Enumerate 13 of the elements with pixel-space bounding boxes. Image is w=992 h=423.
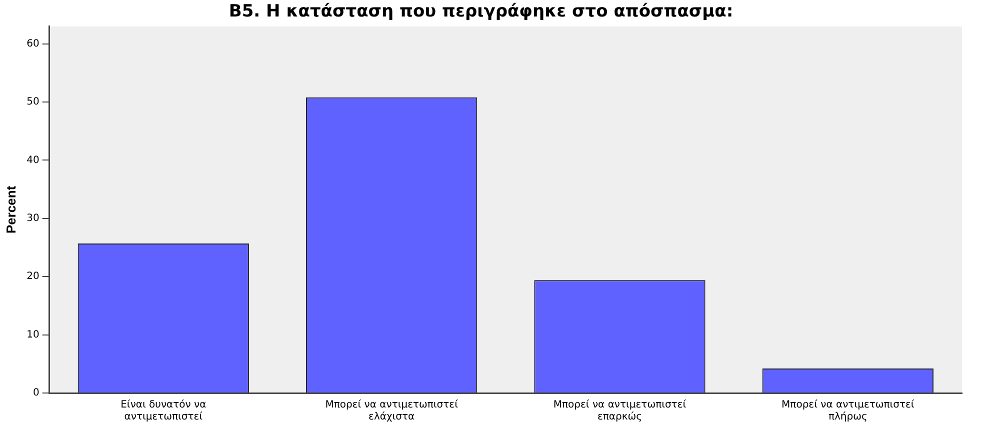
y-tick-label: 10 bbox=[26, 329, 40, 340]
y-tick-label: 20 bbox=[26, 271, 40, 282]
x-tick-label: Μπορεί να αντιμετωπιστεί επαρκώς bbox=[553, 400, 687, 423]
y-tick-label: 0 bbox=[32, 388, 40, 399]
y-tick-label: 40 bbox=[26, 154, 40, 166]
x-tick-label: Είναι δυνατόν να αντιμετωπιστεί bbox=[120, 400, 207, 423]
chart-title: Β5. Η κατάσταση που περιγράφηκε στο απόσπασμα: bbox=[228, 2, 734, 22]
y-axis-title: Percent bbox=[3, 185, 18, 234]
x-tick-label: Μπορεί να αντιμετωπιστεί πλήρως bbox=[782, 400, 915, 423]
y-tick-label: 60 bbox=[26, 38, 40, 50]
y-tick-label: 50 bbox=[26, 96, 40, 108]
x-tick-label: Μπορεί να αντιμετωπιστεί ελάχιστα bbox=[325, 400, 459, 423]
y-tick-label: 30 bbox=[26, 213, 40, 224]
